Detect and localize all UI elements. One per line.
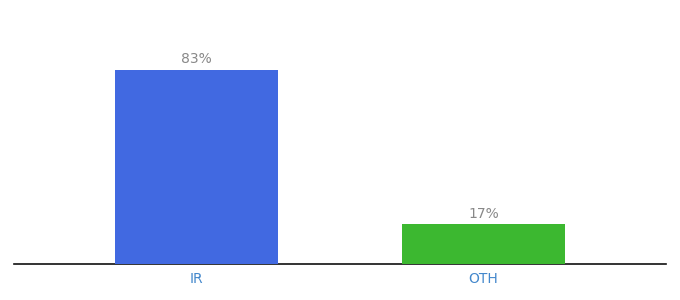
Text: 17%: 17% <box>469 207 499 221</box>
Bar <box>115 70 278 264</box>
Text: 83%: 83% <box>181 52 211 66</box>
Bar <box>402 224 565 264</box>
